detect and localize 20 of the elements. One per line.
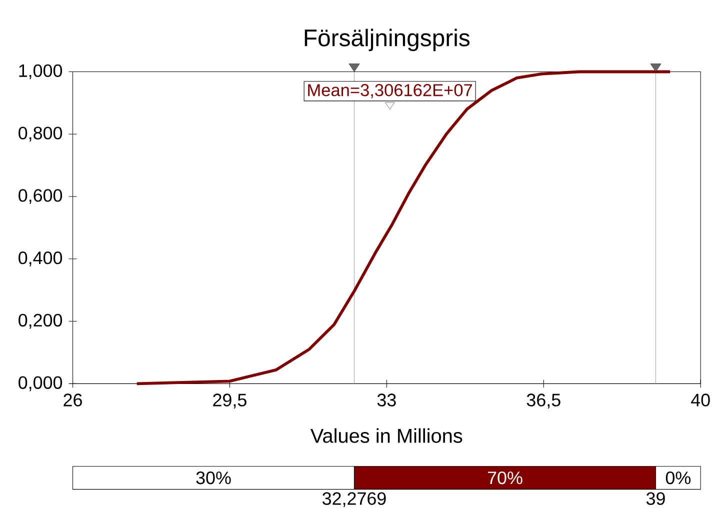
chart-title: Försäljningspris bbox=[304, 28, 470, 51]
x-tick-label: 36,5 bbox=[526, 394, 560, 408]
text: 70% bbox=[488, 471, 522, 484]
y-tick-label: 0,000 bbox=[18, 376, 62, 391]
line-series bbox=[135, 70, 672, 386]
y-tick-label: 0,400 bbox=[18, 251, 62, 266]
text: 32,2769 bbox=[322, 492, 386, 507]
x-tick-label: 29,5 bbox=[213, 394, 246, 408]
text: 39 bbox=[646, 492, 665, 505]
annotation: Mean=3,306162E+07 bbox=[308, 84, 472, 98]
x-tick-label: 33 bbox=[377, 394, 396, 406]
x-tick-label: 26 bbox=[64, 394, 82, 406]
y-tick-label: 0,600 bbox=[18, 189, 62, 204]
x-axis-title: Values in Millions bbox=[310, 428, 462, 443]
y-tick-label: 0,800 bbox=[18, 126, 62, 142]
x-tick-label: 40 bbox=[691, 394, 710, 406]
text: 0% bbox=[666, 471, 690, 484]
y-tick-label: 1,000 bbox=[19, 64, 62, 80]
y-tick-label: 0,200 bbox=[18, 314, 62, 329]
text: 30% bbox=[196, 471, 231, 484]
